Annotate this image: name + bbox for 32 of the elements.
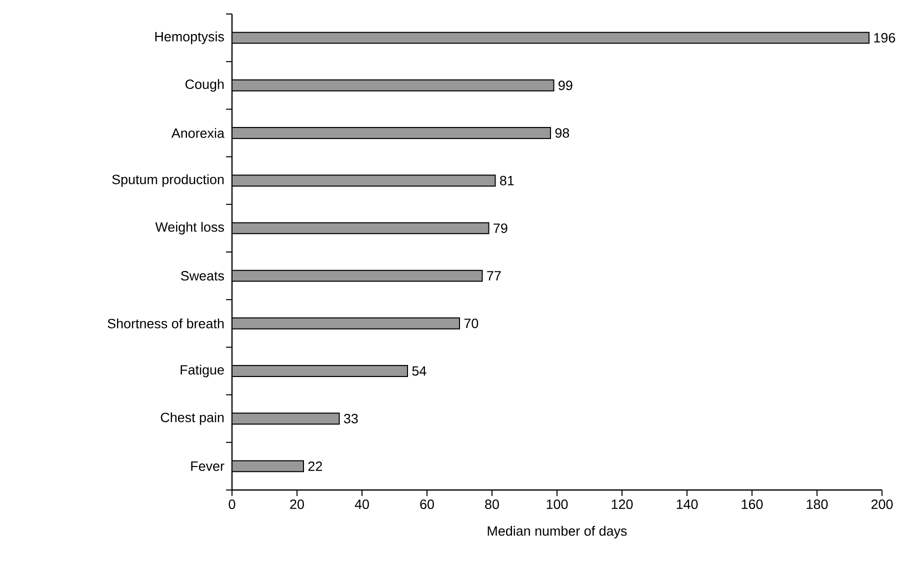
- y-tick-label: Weight loss: [155, 222, 224, 234]
- data-label: 77: [487, 271, 501, 280]
- x-tick-label: 80: [485, 500, 499, 510]
- x-tick-label: 120: [612, 500, 633, 510]
- y-tick-label: Hemoptysis: [155, 32, 224, 44]
- data-label: 81: [500, 176, 514, 186]
- data-label: 79: [494, 223, 508, 233]
- data-label: 196: [874, 33, 896, 43]
- x-tick-label: 100: [546, 500, 568, 510]
- y-tick-label: Fever: [191, 462, 224, 471]
- y-tick-label: Sputum production: [112, 174, 224, 187]
- y-tick-label: Anorexia: [171, 128, 224, 138]
- data-label: 99: [558, 80, 572, 90]
- x-axis-title: Median number of days: [488, 526, 627, 538]
- x-tick-label: 40: [354, 500, 369, 510]
- x-tick-label: 180: [806, 500, 828, 510]
- x-tick-label: 60: [420, 500, 434, 510]
- y-tick-label: Sweats: [180, 271, 224, 281]
- y-tick-label: Fatigue: [180, 364, 224, 378]
- x-tick-label: 160: [742, 500, 763, 510]
- data-label: 70: [464, 318, 478, 328]
- y-tick-label: Chest pain: [160, 412, 224, 425]
- data-label: 98: [555, 128, 570, 138]
- x-tick-label: 0: [228, 500, 236, 510]
- y-tick-label: Cough: [186, 79, 224, 92]
- data-label: 33: [344, 414, 358, 424]
- y-tick-label: Shortness of breath: [108, 318, 224, 328]
- data-label: 54: [412, 366, 426, 376]
- x-tick-label: 140: [676, 500, 698, 510]
- x-tick-label: 200: [871, 500, 893, 510]
- data-label: 22: [308, 462, 322, 471]
- x-tick-label: 20: [290, 500, 304, 510]
